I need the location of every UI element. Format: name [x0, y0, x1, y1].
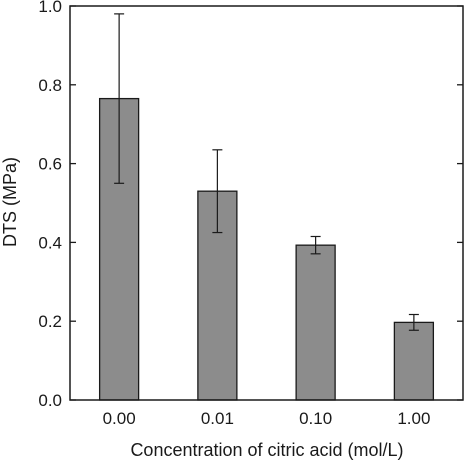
error-bars-group [114, 13, 419, 331]
y-ticks-group: 0.0 0.2 0.4 0.6 0.8 1.0 [38, 0, 463, 410]
axes-group [69, 5, 464, 401]
x-tick-label-3: 1.00 [397, 409, 430, 428]
x-ticks-group: 0.00 0.01 0.10 1.00 [103, 409, 431, 428]
bars-group [98, 97, 435, 401]
x-tick-label-1: 0.01 [201, 409, 234, 428]
bar-3 [393, 321, 435, 401]
plot-frame [69, 5, 464, 401]
bar-2 [295, 244, 336, 401]
y-tick-label-5: 1.0 [38, 0, 62, 16]
x-axis-label: Concentration of citric acid (mol/L) [130, 440, 403, 460]
x-tick-label-0: 0.00 [103, 409, 136, 428]
y-tick-label-4: 0.8 [38, 76, 62, 95]
y-tick-label-0: 0.0 [38, 391, 62, 410]
y-tick-label-2: 0.4 [38, 233, 62, 252]
x-tick-label-2: 0.10 [299, 409, 332, 428]
y-axis-label: DTS (MPa) [0, 157, 20, 247]
y-tick-label-3: 0.6 [38, 155, 62, 174]
y-tick-label-1: 0.2 [38, 312, 62, 331]
